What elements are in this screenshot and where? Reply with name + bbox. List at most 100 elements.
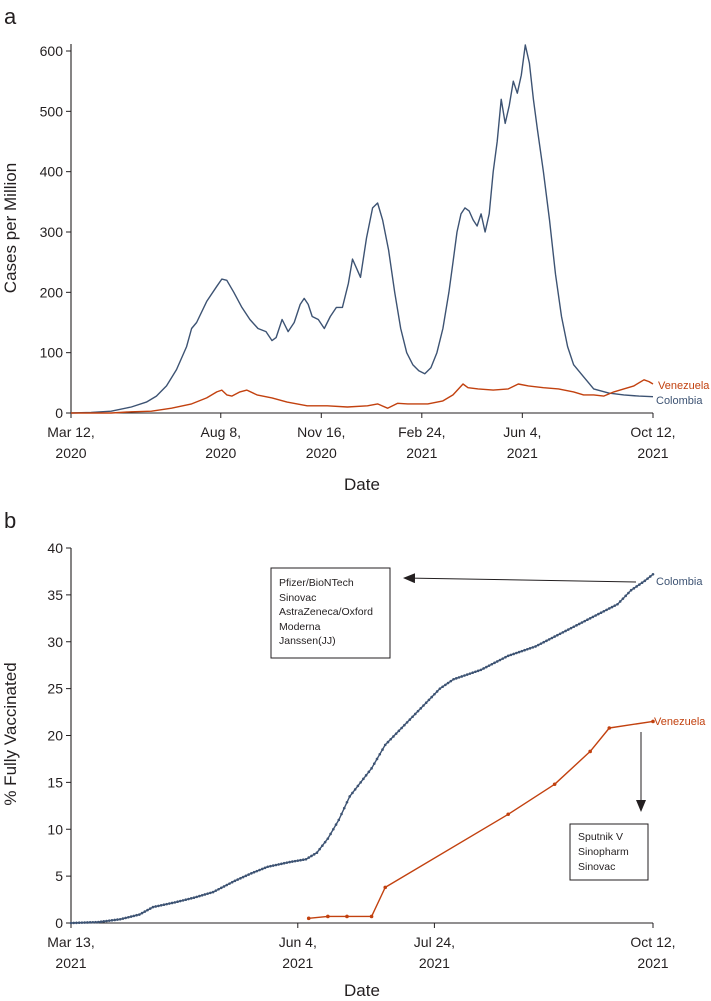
colombia-data-point (490, 662, 494, 666)
colombia-data-point (452, 677, 455, 681)
colombia-data-point (408, 718, 412, 721)
colombia-data-point (263, 866, 267, 870)
colombia-data-point (255, 869, 259, 873)
colombia-data-point (583, 619, 586, 623)
colombia-data-point (424, 701, 428, 704)
colombia-data-point (157, 904, 160, 908)
colombia-data-point (372, 762, 376, 765)
colombia-data-point (75, 921, 78, 925)
colombia-data-point (545, 639, 548, 643)
colombia-data-point (321, 844, 324, 847)
colombia-data-point (127, 915, 130, 919)
colombia-data-point (118, 917, 122, 921)
vaccine-name: Sinovac (578, 861, 615, 873)
x-tick-label: Jun 4, (503, 424, 541, 440)
venezuela-series-line (71, 379, 654, 414)
colombia-data-point (217, 887, 220, 891)
colombia-data-point (640, 581, 644, 584)
colombia-data-point (605, 608, 608, 612)
colombia-data-point (269, 864, 272, 868)
colombia-data-point (209, 891, 212, 895)
y-tick-label: 20 (47, 728, 63, 744)
venezuela-data-point (506, 812, 510, 817)
colombia-series-label: Colombia (656, 395, 703, 407)
colombia-data-point (419, 707, 423, 710)
venezuela-data-point (326, 914, 330, 919)
colombia-data-point (575, 624, 578, 627)
colombia-data-point (88, 921, 92, 924)
colombia-data-point (178, 899, 182, 903)
colombia-data-point (307, 856, 311, 859)
colombia-data-point (241, 875, 245, 879)
colombia-data-point (430, 695, 433, 699)
colombia-data-point (329, 832, 332, 836)
colombia-data-point (526, 647, 529, 651)
colombia-data-point (252, 870, 256, 874)
colombia-data-point (493, 661, 496, 665)
y-tick-label: 0 (55, 405, 63, 421)
venezuela-data-point (369, 914, 374, 919)
x-tick-label: 2020 (205, 445, 236, 461)
colombia-data-point (495, 660, 499, 663)
colombia-data-point (184, 898, 188, 901)
colombia-data-point (517, 650, 521, 654)
colombia-data-point (375, 757, 379, 761)
colombia-data-point (206, 892, 209, 895)
x-tick-label: Feb 24, (398, 424, 445, 440)
colombia-data-point (148, 907, 152, 910)
colombia-data-point (299, 858, 302, 862)
colombia-data-point (564, 629, 567, 633)
colombia-data-point (80, 921, 84, 924)
colombia-data-point (460, 675, 464, 678)
colombia-data-point (277, 863, 280, 866)
y-tick-label: 30 (47, 634, 63, 650)
x-tick-label: 2021 (507, 445, 538, 461)
colombia-data-point (110, 919, 114, 922)
colombia-data-point (515, 651, 518, 655)
colombia-data-point (135, 913, 138, 917)
colombia-data-point (258, 868, 261, 872)
colombia-data-point (648, 575, 652, 578)
colombia-data-point (400, 726, 403, 730)
colombia-data-point (577, 622, 581, 626)
colombia-data-point (99, 920, 103, 924)
colombia-data-point (315, 851, 319, 854)
venezuela-data-point (651, 719, 655, 724)
venezuela-series-line (308, 720, 654, 919)
colombia-data-point (435, 690, 439, 693)
colombia-data-point (621, 597, 625, 600)
colombia-data-point (618, 600, 622, 603)
vaccine-name: Moderna (279, 621, 321, 633)
colombia-data-point (378, 752, 382, 756)
x-tick-label: 2021 (637, 445, 668, 461)
colombia-data-point (433, 692, 436, 696)
colombia-data-point (113, 918, 117, 922)
colombia-data-point (280, 862, 283, 866)
x-tick-label: 2021 (637, 955, 668, 971)
colombia-data-point (381, 748, 384, 751)
colombia-data-point (260, 867, 264, 871)
colombia-data-point (159, 904, 163, 907)
colombia-data-point (383, 743, 387, 747)
colombia-data-point (594, 614, 597, 617)
colombia-data-point (506, 654, 510, 658)
colombia-data-point (397, 729, 401, 733)
colombia-data-point (244, 874, 248, 878)
x-tick-label: Mar 12, (47, 424, 94, 440)
venezuela-series-label: Venezuela (658, 380, 710, 392)
colombia-series-label: Colombia (656, 576, 703, 588)
colombia-data-point (394, 732, 398, 735)
colombia-data-point (607, 607, 611, 610)
colombia-data-point (624, 594, 627, 598)
colombia-data-point (304, 857, 308, 861)
colombia-data-point (291, 860, 294, 863)
panel-a-y-axis-title: Cases per Million (1, 163, 20, 293)
panel-b-chart: b 0 5 10 15 20 25 30 35 40 Mar 13, 2021 Jun 4, 2021… (1, 508, 706, 1000)
colombia-data-point (69, 921, 73, 925)
colombia-data-point (438, 687, 442, 690)
colombia-data-point (536, 643, 540, 647)
colombia-data-point (386, 740, 390, 744)
colombia-data-point (138, 913, 141, 916)
colombia-data-point (353, 788, 357, 791)
panel-b-y-axis-title: % Fully Vaccinated (1, 662, 20, 805)
